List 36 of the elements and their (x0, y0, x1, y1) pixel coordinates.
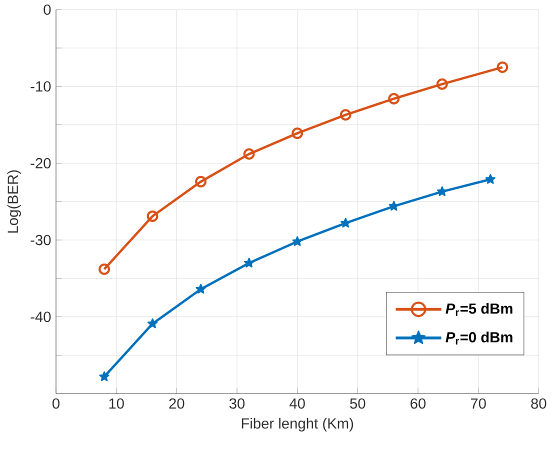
legend-label: P$_{r}$=5 dBm (446, 302, 512, 316)
y-tick-label: -20 (30, 158, 51, 168)
point (195, 176, 207, 188)
point (496, 61, 508, 73)
point (436, 78, 448, 90)
point (437, 186, 448, 196)
point (146, 210, 158, 222)
y-axis-title: Log(BER) (7, 170, 21, 232)
x-tick-label: 0 (52, 398, 60, 409)
point (243, 148, 255, 160)
point (388, 92, 400, 104)
point (147, 318, 158, 328)
x-tick-label: 80 (531, 398, 546, 409)
x-axis-title: Fiber lenght (Km) (242, 418, 354, 432)
x-tick-label: 20 (169, 398, 184, 409)
point (485, 174, 496, 184)
x-tick-label: 60 (410, 398, 426, 409)
y-tick-label: -30 (30, 234, 51, 246)
point (99, 371, 110, 382)
x-tick-label: 30 (229, 398, 245, 409)
y-tick-label: 0 (44, 4, 51, 15)
x-tick-label: 10 (109, 398, 124, 409)
point (244, 258, 254, 268)
point (292, 127, 304, 139)
point (340, 108, 352, 120)
y-tick-label: -10 (30, 81, 51, 92)
x-tick-label: 50 (350, 398, 366, 409)
point (292, 236, 302, 246)
x-tick-label: 40 (290, 398, 305, 409)
point (196, 284, 206, 294)
point (98, 263, 110, 275)
point (388, 200, 399, 211)
y-tick-label: -40 (30, 312, 51, 322)
legend-label: P$_{r}$=0 dBm (446, 332, 512, 344)
x-tick-label: 70 (470, 398, 486, 409)
point (340, 218, 351, 228)
